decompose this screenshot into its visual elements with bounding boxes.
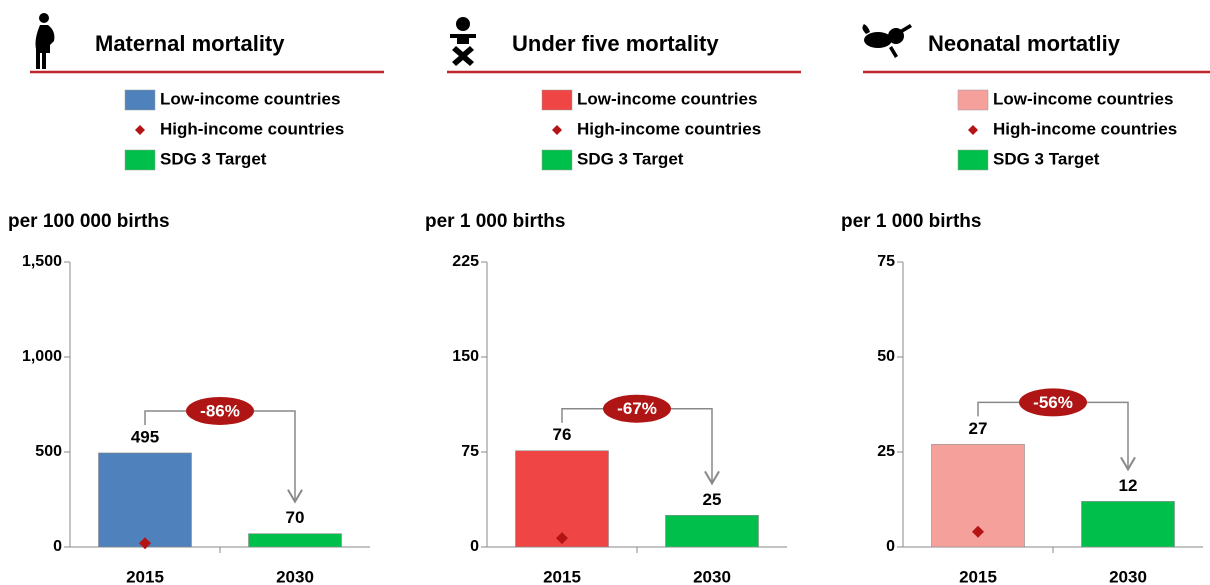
legend-marker <box>135 125 145 135</box>
bar <box>515 450 609 548</box>
legend-marker <box>552 125 562 135</box>
chart-title: Neonatal mortatliy <box>928 31 1121 56</box>
change-badge <box>186 396 254 425</box>
y-tick-label: 500 <box>35 443 62 460</box>
legend-swatch <box>124 149 156 171</box>
high-income-marker <box>139 537 151 550</box>
high-income-marker <box>556 532 568 545</box>
icon-child <box>450 17 476 66</box>
value-label: 27 <box>969 419 988 438</box>
y-tick-label: 50 <box>877 348 895 365</box>
icon-baby <box>862 24 912 58</box>
bar <box>1081 501 1175 548</box>
change-arrowhead <box>287 489 303 504</box>
y-axis-label: per 1 000 births <box>425 211 565 232</box>
legend-label: High-income countries <box>577 119 761 138</box>
icon-pregnant <box>35 13 55 69</box>
change-label: -86% <box>200 401 240 420</box>
x-tick-label: 2030 <box>1109 567 1147 585</box>
y-tick-label: 75 <box>877 253 895 270</box>
legend-label: Low-income countries <box>577 89 757 108</box>
y-tick-label: 225 <box>452 253 479 270</box>
chart-panel: Maternal mortality Low-income countries Hi… <box>8 31 384 585</box>
legend-marker <box>968 125 978 135</box>
legend-label: SDG 3 Target <box>577 149 684 168</box>
value-label: 70 <box>286 508 305 527</box>
high-income-marker <box>972 525 984 538</box>
change-badge <box>603 394 671 423</box>
legend-swatch <box>957 89 989 111</box>
legend-label: High-income countries <box>160 119 344 138</box>
y-tick-label: 1,500 <box>22 253 62 270</box>
y-axis-label: per 100 000 births <box>8 211 170 232</box>
legend-label: SDG 3 Target <box>160 149 267 168</box>
chart-panel: Neonatal mortatliy Low-income countries Hi… <box>841 31 1210 585</box>
y-tick-label: 0 <box>53 538 62 555</box>
x-tick-label: 2015 <box>543 567 581 585</box>
bar <box>98 452 192 548</box>
value-label: 495 <box>131 427 159 446</box>
x-tick-label: 2015 <box>126 567 164 585</box>
legend-swatch <box>124 89 156 111</box>
y-tick-label: 150 <box>452 348 479 365</box>
legend-label: SDG 3 Target <box>993 149 1100 168</box>
x-tick-label: 2030 <box>276 567 314 585</box>
y-tick-label: 75 <box>461 443 479 460</box>
chart-panel: Under five mortality Low-income countries… <box>425 31 801 585</box>
value-label: 12 <box>1119 476 1138 495</box>
value-label: 76 <box>553 425 572 444</box>
x-tick-label: 2015 <box>959 567 997 585</box>
legend-label: Low-income countries <box>993 89 1173 108</box>
y-axis-label: per 1 000 births <box>841 211 981 232</box>
legend-label: Low-income countries <box>160 89 340 108</box>
y-tick-label: 0 <box>886 538 895 555</box>
value-label: 25 <box>703 490 722 509</box>
change-label: -56% <box>1033 393 1073 412</box>
chart-title: Under five mortality <box>512 31 719 56</box>
legend-label: High-income countries <box>993 119 1177 138</box>
change-arrowhead <box>704 470 720 486</box>
chart-title: Maternal mortality <box>95 31 285 56</box>
change-badge <box>1019 388 1087 417</box>
y-tick-label: 1,000 <box>22 348 62 365</box>
bar <box>248 533 342 548</box>
change-label: -67% <box>617 399 657 418</box>
legend-swatch <box>541 89 573 111</box>
bar <box>665 515 759 548</box>
legend-swatch <box>957 149 989 171</box>
y-tick-label: 0 <box>470 538 479 555</box>
change-arrowhead <box>1120 456 1136 472</box>
y-tick-label: 25 <box>877 443 895 460</box>
x-tick-label: 2030 <box>693 567 731 585</box>
legend-swatch <box>541 149 573 171</box>
